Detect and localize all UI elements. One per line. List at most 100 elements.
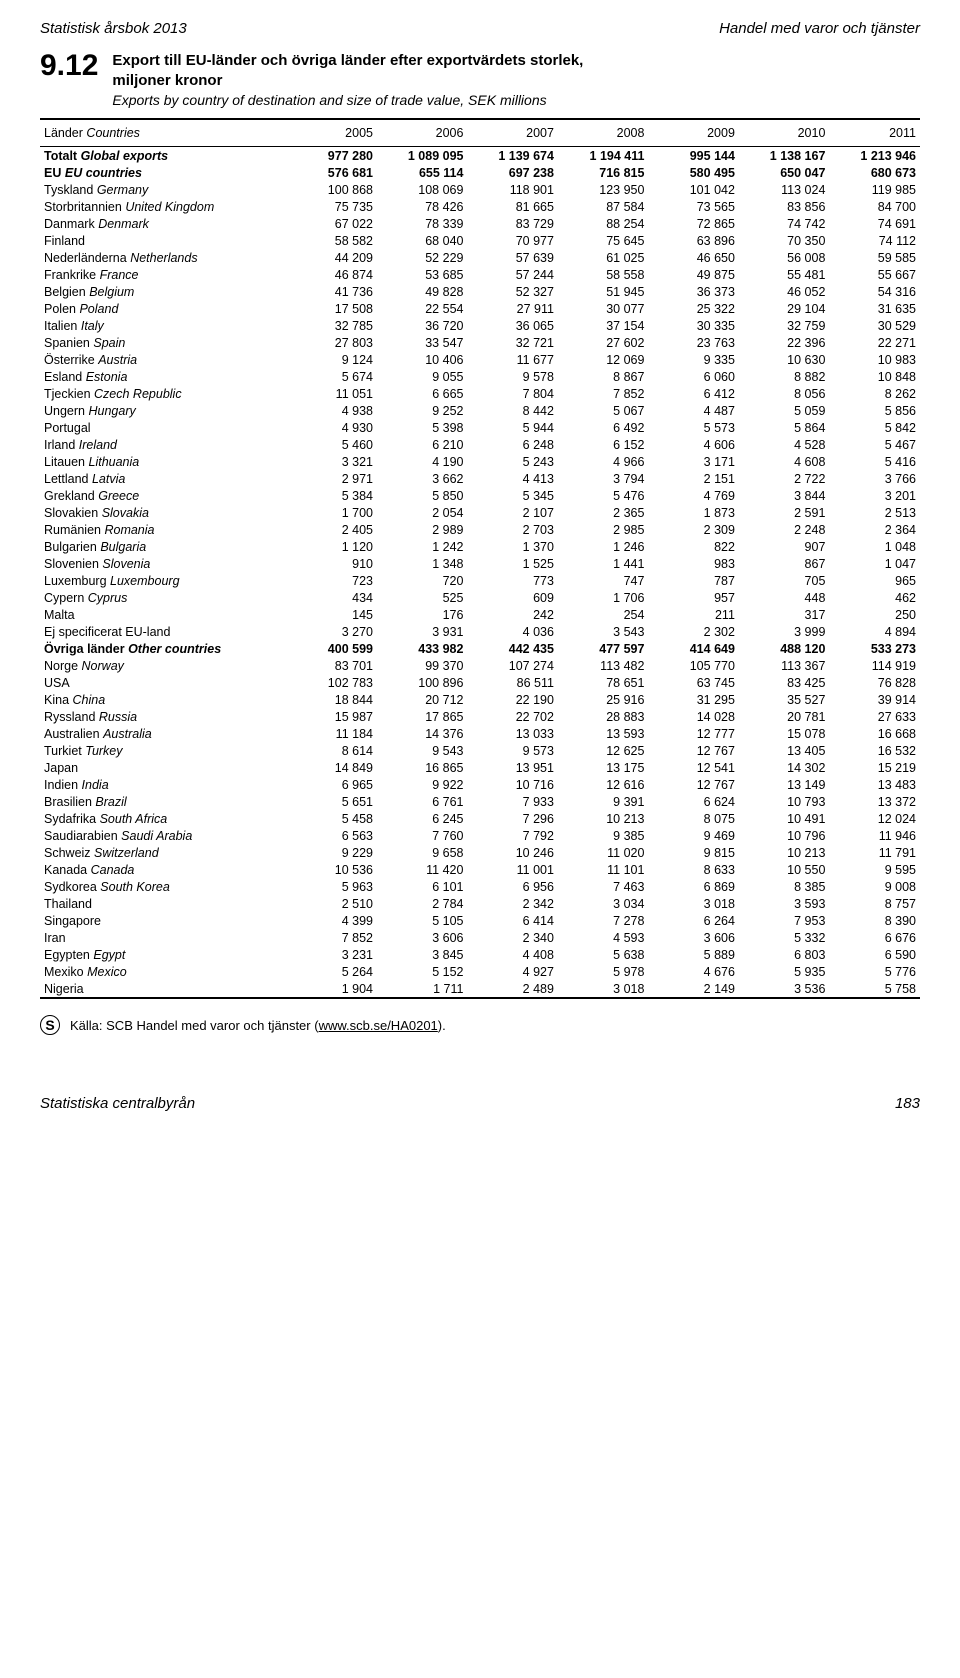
col-header-year: 2005 bbox=[287, 120, 377, 146]
table-row: Esland Estonia5 6749 0559 5788 8676 0608… bbox=[40, 368, 920, 385]
row-value: 10 536 bbox=[287, 861, 377, 878]
row-value: 7 933 bbox=[467, 793, 557, 810]
row-value: 3 018 bbox=[558, 980, 648, 997]
row-value: 13 149 bbox=[739, 776, 829, 793]
row-value: 58 582 bbox=[287, 232, 377, 249]
table-row: Ungern Hungary4 9389 2528 4425 0674 4875… bbox=[40, 402, 920, 419]
row-value: 609 bbox=[467, 589, 557, 606]
row-value: 3 543 bbox=[558, 623, 648, 640]
row-value: 17 865 bbox=[377, 708, 467, 725]
row-value: 5 067 bbox=[558, 402, 648, 419]
row-value: 5 105 bbox=[377, 912, 467, 929]
row-value: 25 322 bbox=[648, 300, 738, 317]
row-value: 6 152 bbox=[558, 436, 648, 453]
row-label: Österrike Austria bbox=[40, 351, 287, 368]
row-value: 81 665 bbox=[467, 198, 557, 215]
row-value: 39 914 bbox=[829, 691, 920, 708]
row-value: 4 606 bbox=[648, 436, 738, 453]
row-value: 70 977 bbox=[467, 232, 557, 249]
row-value: 145 bbox=[287, 606, 377, 623]
row-value: 1 441 bbox=[558, 555, 648, 572]
table-row: Grekland Greece5 3845 8505 3455 4764 769… bbox=[40, 487, 920, 504]
row-label: Brasilien Brazil bbox=[40, 793, 287, 810]
row-label: Övriga länder Other countries bbox=[40, 640, 287, 657]
row-value: 977 280 bbox=[287, 147, 377, 164]
row-label: Irland Ireland bbox=[40, 436, 287, 453]
row-value: 488 120 bbox=[739, 640, 829, 657]
table-row: Italien Italy32 78536 72036 06537 15430 … bbox=[40, 317, 920, 334]
row-label: Ungern Hungary bbox=[40, 402, 287, 419]
row-value: 5 776 bbox=[829, 963, 920, 980]
row-label: Schweiz Switzerland bbox=[40, 844, 287, 861]
row-value: 1 139 674 bbox=[467, 147, 557, 164]
header-right: Handel med varor och tjänster bbox=[719, 20, 920, 37]
row-value: 5 416 bbox=[829, 453, 920, 470]
row-value: 13 483 bbox=[829, 776, 920, 793]
row-label: Sydkorea South Korea bbox=[40, 878, 287, 895]
row-value: 3 999 bbox=[739, 623, 829, 640]
row-value: 3 766 bbox=[829, 470, 920, 487]
row-value: 10 213 bbox=[558, 810, 648, 827]
row-value: 107 274 bbox=[467, 657, 557, 674]
row-value: 650 047 bbox=[739, 164, 829, 181]
row-value: 5 674 bbox=[287, 368, 377, 385]
row-value: 5 978 bbox=[558, 963, 648, 980]
row-value: 11 420 bbox=[377, 861, 467, 878]
row-value: 8 442 bbox=[467, 402, 557, 419]
row-value: 822 bbox=[648, 538, 738, 555]
row-value: 2 784 bbox=[377, 895, 467, 912]
row-value: 6 676 bbox=[829, 929, 920, 946]
row-value: 965 bbox=[829, 572, 920, 589]
table-row: Indien India6 9659 92210 71612 61612 767… bbox=[40, 776, 920, 793]
page-header: Statistisk årsbok 2013 Handel med varor … bbox=[40, 20, 920, 37]
row-value: 46 052 bbox=[739, 283, 829, 300]
row-value: 9 573 bbox=[467, 742, 557, 759]
row-value: 12 069 bbox=[558, 351, 648, 368]
row-value: 4 399 bbox=[287, 912, 377, 929]
row-value: 52 229 bbox=[377, 249, 467, 266]
row-value: 2 513 bbox=[829, 504, 920, 521]
row-value: 3 662 bbox=[377, 470, 467, 487]
table-header-row: Länder Countries 2005 2006 2007 2008 200… bbox=[40, 120, 920, 146]
row-value: 2 054 bbox=[377, 504, 467, 521]
row-value: 59 585 bbox=[829, 249, 920, 266]
row-label: Belgien Belgium bbox=[40, 283, 287, 300]
row-value: 2 405 bbox=[287, 521, 377, 538]
table-row: Irland Ireland5 4606 2106 2486 1524 6064… bbox=[40, 436, 920, 453]
row-value: 8 075 bbox=[648, 810, 738, 827]
row-value: 10 550 bbox=[739, 861, 829, 878]
row-value: 3 034 bbox=[558, 895, 648, 912]
row-value: 22 271 bbox=[829, 334, 920, 351]
row-value: 5 152 bbox=[377, 963, 467, 980]
row-value: 580 495 bbox=[648, 164, 738, 181]
row-value: 68 040 bbox=[377, 232, 467, 249]
source-link[interactable]: www.scb.se/HA0201 bbox=[319, 1018, 438, 1033]
row-value: 317 bbox=[739, 606, 829, 623]
row-value: 114 919 bbox=[829, 657, 920, 674]
row-value: 56 008 bbox=[739, 249, 829, 266]
table-row: Australien Australia11 18414 37613 03313… bbox=[40, 725, 920, 742]
row-value: 13 593 bbox=[558, 725, 648, 742]
row-value: 5 842 bbox=[829, 419, 920, 436]
title-main: Export till EU-länder och övriga länder … bbox=[112, 51, 920, 90]
row-value: 9 252 bbox=[377, 402, 467, 419]
source-text: Källa: SCB Handel med varor och tjänster… bbox=[70, 1018, 446, 1033]
row-value: 55 667 bbox=[829, 266, 920, 283]
row-value: 2 149 bbox=[648, 980, 738, 997]
row-value: 4 487 bbox=[648, 402, 738, 419]
row-value: 70 350 bbox=[739, 232, 829, 249]
row-value: 680 673 bbox=[829, 164, 920, 181]
row-value: 4 769 bbox=[648, 487, 738, 504]
table-row: Frankrike France46 87453 68557 24458 558… bbox=[40, 266, 920, 283]
row-value: 20 712 bbox=[377, 691, 467, 708]
row-value: 36 065 bbox=[467, 317, 557, 334]
row-value: 995 144 bbox=[648, 147, 738, 164]
row-value: 5 935 bbox=[739, 963, 829, 980]
row-value: 12 767 bbox=[648, 776, 738, 793]
row-value: 254 bbox=[558, 606, 648, 623]
table-row: Österrike Austria9 12410 40611 67712 069… bbox=[40, 351, 920, 368]
table-row: Thailand2 5102 7842 3423 0343 0183 5938 … bbox=[40, 895, 920, 912]
source-row: S Källa: SCB Handel med varor och tjänst… bbox=[40, 1015, 920, 1035]
row-value: 6 761 bbox=[377, 793, 467, 810]
row-value: 74 112 bbox=[829, 232, 920, 249]
